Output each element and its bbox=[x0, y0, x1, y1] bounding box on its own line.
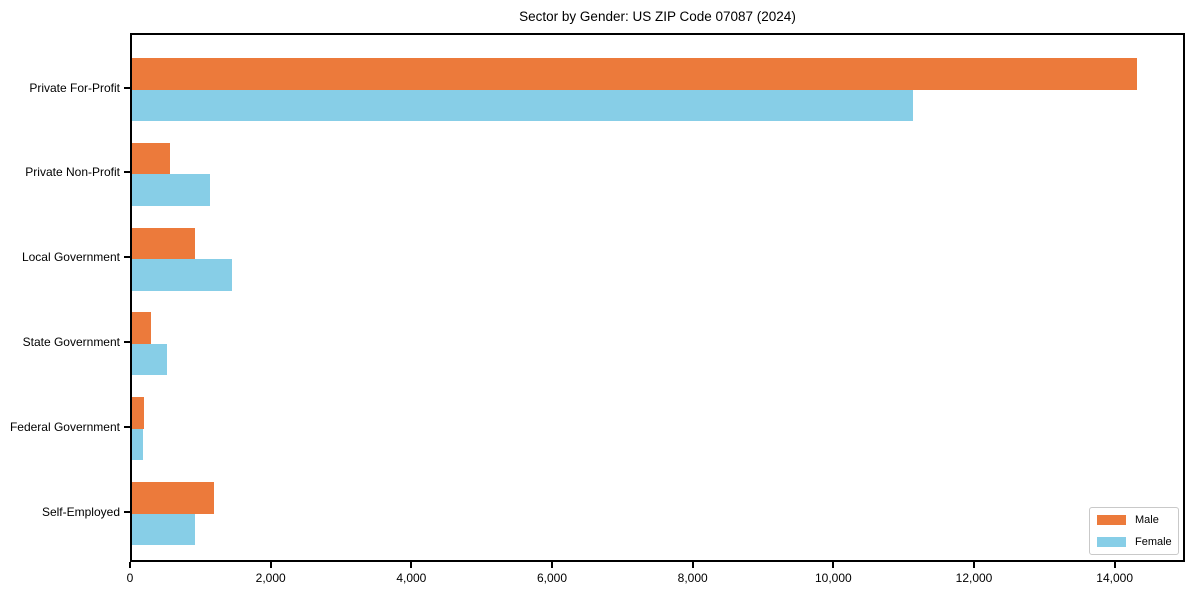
x-axis-tick-label: 0 bbox=[126, 571, 134, 585]
x-axis-tick-label: 4,000 bbox=[396, 571, 427, 585]
bar-female-federal-government bbox=[132, 428, 143, 461]
plot-area bbox=[130, 33, 1185, 562]
bar-male-local-government bbox=[132, 227, 195, 260]
x-axis-tick-label: 12,000 bbox=[955, 571, 993, 585]
bar-female-private-non-profit bbox=[132, 174, 211, 206]
bar-male-private-non-profit bbox=[132, 142, 170, 175]
x-axis-tick bbox=[551, 562, 553, 568]
x-axis-tick-label: 6,000 bbox=[536, 571, 568, 585]
legend-swatch-female bbox=[1097, 537, 1126, 547]
bar-male-state-government bbox=[132, 312, 151, 344]
x-axis-tick bbox=[973, 562, 975, 568]
x-axis-tick bbox=[1113, 562, 1116, 568]
x-axis-tick bbox=[129, 562, 131, 568]
y-axis-label-state-government: State Government bbox=[22, 334, 120, 349]
y-axis-tick bbox=[124, 256, 130, 259]
y-axis-tick bbox=[124, 510, 130, 513]
bar-female-state-government bbox=[132, 343, 168, 376]
y-axis-tick bbox=[124, 340, 130, 343]
x-axis-tick bbox=[832, 562, 835, 568]
y-axis-tick bbox=[124, 171, 130, 174]
x-axis-tick bbox=[269, 562, 272, 568]
bar-female-private-for-profit bbox=[132, 89, 914, 121]
x-axis-tick-label: 2,000 bbox=[255, 571, 286, 585]
y-axis-label-private-non-profit: Private Non-Profit bbox=[25, 165, 120, 180]
y-axis-tick bbox=[124, 86, 130, 89]
legend-swatch-male bbox=[1097, 515, 1126, 525]
bar-male-self-employed bbox=[132, 482, 214, 514]
y-axis-tick bbox=[124, 425, 130, 428]
bar-male-private-for-profit bbox=[132, 58, 1138, 90]
legend: Male Female bbox=[1089, 507, 1179, 555]
bar-male-federal-government bbox=[132, 397, 144, 429]
y-axis-label-private-for-profit: Private For-Profit bbox=[29, 80, 120, 95]
bar-female-local-government bbox=[132, 259, 232, 291]
legend-row-male: Male bbox=[1097, 514, 1171, 526]
x-axis-tick bbox=[410, 562, 413, 568]
legend-label-female: Female bbox=[1135, 536, 1172, 548]
bar-female-self-employed bbox=[132, 513, 195, 545]
x-axis-tick-label: 14,000 bbox=[1096, 571, 1133, 585]
legend-row-female: Female bbox=[1097, 536, 1172, 548]
y-axis-label-federal-government: Federal Government bbox=[9, 419, 120, 434]
y-axis-label-local-government: Local Government bbox=[21, 250, 120, 265]
legend-label-male: Male bbox=[1135, 514, 1159, 526]
x-axis-tick-label: 8,000 bbox=[677, 571, 708, 585]
x-axis-tick-label: 10,000 bbox=[814, 571, 852, 585]
x-axis-tick bbox=[691, 562, 694, 568]
chart-title: Sector by Gender: US ZIP Code 07087 (202… bbox=[519, 9, 796, 24]
y-axis-label-self-employed: Self-Employed bbox=[41, 504, 120, 519]
